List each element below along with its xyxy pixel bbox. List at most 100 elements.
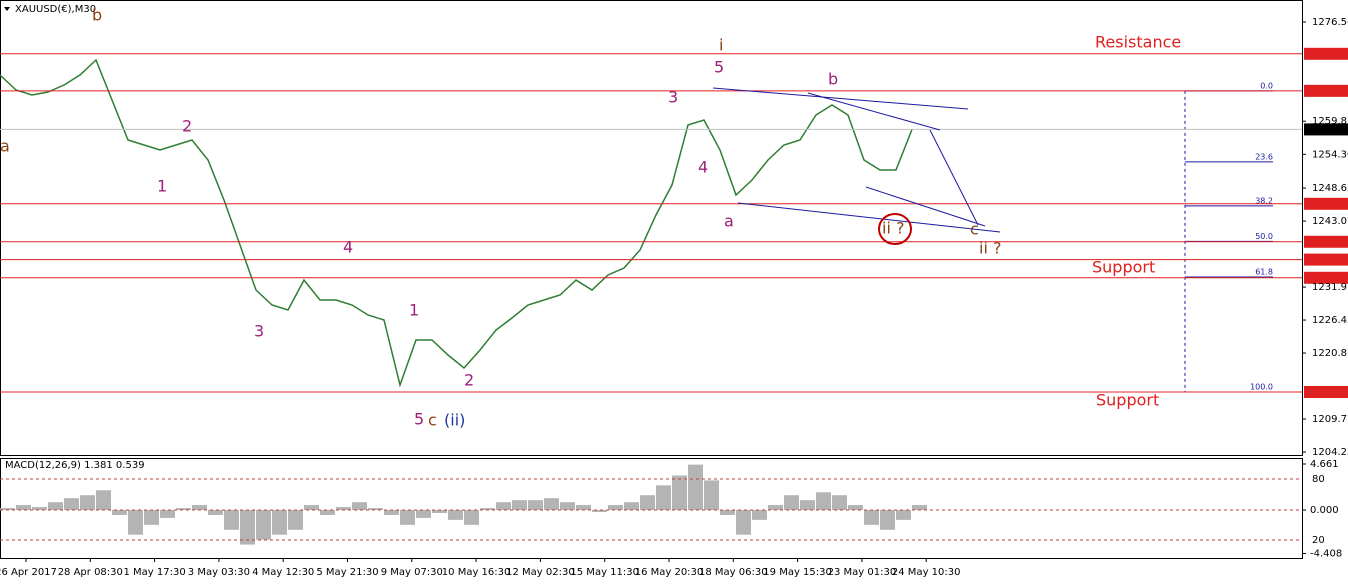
- level-box: [1304, 197, 1348, 210]
- level-box: [1304, 235, 1348, 248]
- wave-label: 1: [157, 177, 167, 196]
- macd-bar: [0, 508, 15, 511]
- macd-bar: [752, 510, 767, 520]
- macd-bar: [512, 500, 527, 511]
- x-tick-label: 3 May 03:30: [188, 567, 250, 578]
- wave-label: 2: [182, 117, 192, 136]
- macd-bar: [304, 505, 319, 511]
- macd-bar: [672, 475, 687, 511]
- macd-bar: [320, 510, 335, 515]
- macd-bar: [720, 510, 735, 515]
- macd-bar: [576, 505, 591, 511]
- macd-bar: [784, 495, 799, 511]
- macd-bar: [240, 510, 255, 545]
- x-tick-label: 26 Apr 2017: [0, 567, 57, 578]
- zone-label: Resistance: [1095, 33, 1181, 52]
- macd-bar: [176, 508, 191, 511]
- wave-label: c: [428, 411, 437, 430]
- macd-bar: [864, 510, 879, 525]
- menu-arrow[interactable]: [4, 7, 10, 11]
- macd-bar: [16, 505, 31, 511]
- wave-label: 4: [343, 238, 353, 257]
- macd-bar: [256, 510, 271, 540]
- macd-bar: [848, 505, 863, 511]
- macd-level-label: 20: [1312, 535, 1325, 546]
- wave-label: 5: [414, 410, 424, 429]
- wave-label: b: [92, 6, 102, 25]
- macd-y-tick-label: 0.000: [1310, 505, 1339, 516]
- macd-bar: [688, 464, 703, 511]
- macd-bar: [528, 500, 543, 511]
- macd-bar: [80, 495, 95, 511]
- y-tick-label: 1204.22: [1312, 447, 1348, 458]
- macd-bar: [272, 510, 287, 535]
- x-tick-label: 18 May 06:30: [699, 567, 768, 578]
- x-tick-label: 9 May 07:30: [381, 567, 443, 578]
- macd-bar: [496, 502, 511, 511]
- y-tick-label: 1248.62: [1312, 183, 1348, 194]
- wave-label: 3: [254, 322, 264, 341]
- x-tick-label: 24 May 10:30: [892, 567, 961, 578]
- macd-bar: [768, 505, 783, 511]
- macd-bar: [656, 485, 671, 511]
- macd-y-tick-label: 4.661: [1310, 459, 1339, 470]
- macd-bar: [832, 495, 847, 511]
- zone-label: Support: [1092, 258, 1155, 277]
- macd-bar: [144, 510, 159, 525]
- fib-label: 100.0: [1250, 382, 1273, 391]
- highlight-circle: [878, 213, 912, 245]
- macd-bar: [416, 510, 431, 518]
- x-tick-label: 12 May 02:30: [506, 567, 575, 578]
- macd-bar: [192, 505, 207, 511]
- x-tick-label: 1 May 17:30: [123, 567, 185, 578]
- macd-bar: [464, 510, 479, 525]
- wave-label: 1: [409, 301, 419, 320]
- price-line: [0, 58, 913, 388]
- wave-label: c: [970, 220, 979, 239]
- x-tick-label: 23 May 01:30: [828, 567, 897, 578]
- macd-bar: [224, 510, 239, 530]
- fib-label: 61.8: [1255, 267, 1273, 276]
- macd-bar: [48, 502, 63, 511]
- last-price-box: [1304, 123, 1348, 136]
- macd-bar: [384, 510, 399, 515]
- fib-label: 23.6: [1255, 152, 1273, 161]
- level-box: [1304, 271, 1348, 284]
- fib-label: 38.2: [1255, 196, 1273, 205]
- macd-bar: [736, 510, 751, 535]
- y-tick-label: 1254.30: [1312, 149, 1348, 160]
- y-tick-label: 1276.56: [1312, 17, 1348, 28]
- macd-bar: [288, 510, 303, 530]
- macd-bar: [800, 500, 815, 511]
- macd-title: MACD(12,26,9) 1.381 0.539: [5, 460, 145, 471]
- wave-label: ii ?: [979, 239, 1001, 258]
- macd-bar: [624, 502, 639, 511]
- wave-label: a: [0, 137, 10, 156]
- fib-label: 50.0: [1255, 232, 1273, 241]
- macd-bar: [112, 510, 127, 515]
- y-tick-label: 1209.77: [1312, 414, 1348, 425]
- x-tick-label: 10 May 16:30: [442, 567, 511, 578]
- fib-label: 0.0: [1260, 81, 1273, 90]
- macd-bar: [640, 495, 655, 511]
- macd-bar: [448, 510, 463, 520]
- macd-bar: [704, 480, 719, 511]
- level-box: [1304, 47, 1348, 60]
- macd-level-label: 80: [1312, 474, 1325, 485]
- macd-bar: [128, 510, 143, 535]
- macd-y-tick-label: -4.408: [1310, 549, 1342, 560]
- macd-bar: [96, 490, 111, 511]
- symbol-title: XAUUSD(€),M30: [15, 4, 96, 15]
- macd-bar: [160, 510, 175, 518]
- x-tick-label: 15 May 11:30: [570, 567, 639, 578]
- y-tick-label: 1243.07: [1312, 216, 1348, 227]
- macd-bar: [560, 502, 575, 511]
- macd-bar: [880, 510, 895, 530]
- macd-bar: [896, 510, 911, 520]
- macd-bar: [544, 498, 559, 511]
- macd-bar: [480, 508, 495, 511]
- trend-lines: [712, 87, 1001, 233]
- wave-label: 3: [668, 88, 678, 107]
- macd-bar: [432, 510, 447, 513]
- level-box: [1304, 253, 1348, 266]
